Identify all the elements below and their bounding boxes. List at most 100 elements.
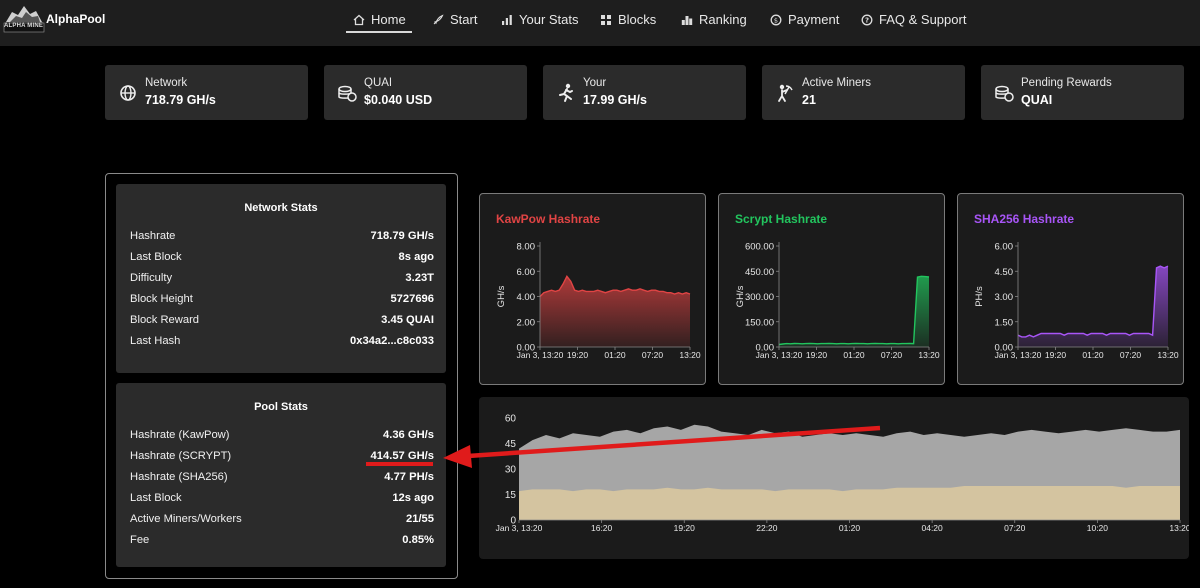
stat-row: Last Block 8s ago [130,251,434,263]
card-label: Active Miners [802,77,872,89]
stat-row: Active Miners/Workers 21/55 [130,513,434,525]
x-tick-label: 01:20 [839,523,861,533]
quai-price-card: QUAI $0.040 USD [324,65,527,120]
active-tab-indicator [346,31,412,33]
stat-row: Last Block 12s ago [130,492,434,504]
card-label: Pending Rewards [1021,77,1112,89]
x-tick-label: 07:20 [642,350,664,360]
x-tick-label: 22:20 [756,523,778,533]
x-tick-label: 04:20 [921,523,943,533]
series-line [539,274,691,297]
y-tick-label: 3.00 [995,292,1014,303]
coins-icon [338,85,357,102]
network-stats-title: Network Stats [244,202,318,214]
x-tick-label: Jan 3, 13:20 [517,350,564,360]
pending-rewards-card: Pending Rewards QUAI [981,65,1184,120]
y-tick-label: 15 [505,490,517,501]
stat-row: Block Height 5727696 [130,293,434,305]
scrypt-chart[interactable]: 0.00 150.00 300.00 450.00 600.00 GH/s Jan 3, 1… [719,194,946,386]
card-value: 718.79 GH/s [145,93,216,107]
x-tick-label: 19:20 [567,350,589,360]
y-tick-label: 6.00 [995,242,1014,253]
network-card: Network 718.79 GH/s [105,65,308,120]
blocks-icon [601,14,611,25]
stat-row: Difficulty 3.23T [130,272,434,284]
active-miners-card: Active Miners 21 [762,65,965,120]
nav-your-stats[interactable]: Your Stats [501,12,579,27]
x-tick-label: 13:20 [1157,350,1179,360]
sha256-chart-title: SHA256 Hashrate [974,212,1075,226]
x-tick-label: 13:20 [918,350,940,360]
nav-payment[interactable]: $ Payment [770,12,839,27]
nav-blocks[interactable]: Blocks [600,12,656,27]
your-hashrate-card: Your 17.99 GH/s [543,65,746,120]
stat-row: Block Reward 3.45 QUAI [130,314,434,326]
x-tick-label: 13:20 [1169,523,1189,533]
stat-row: Hashrate (KawPow) 4.36 GH/s [130,429,434,441]
y-tick-label: 2.00 [517,317,536,328]
x-tick-label: 19:20 [1045,350,1067,360]
home-icon [353,14,365,25]
stat-row: Fee 0.85% [130,534,434,546]
kawpow-chart-panel: KawPow Hashrate 0.00 2.00 4.00 6.00 8.00 GH/s… [479,193,706,385]
top-navbar: ALPHA MINE AlphaPool Home Start Your Sta… [0,0,1200,46]
series-area [1018,266,1168,347]
kawpow-chart[interactable]: 0.00 2.00 4.00 6.00 8.00 GH/s Jan 3, 13:20 19:2… [480,194,707,386]
stat-row: Hashrate 718.79 GH/s [130,230,434,242]
series-area [779,276,929,347]
sha256-chart-panel: SHA256 Hashrate 0.00 1.50 3.00 4.50 6.00 PH/s… [957,193,1184,385]
sha256-chart[interactable]: 0.00 1.50 3.00 4.50 6.00 PH/s Jan 3, 13:20 19:2… [958,194,1185,386]
y-tick-label: 0.00 [517,343,536,354]
x-tick-label: 07:20 [1004,523,1026,533]
alphamine-logo[interactable] [2,2,46,34]
x-tick-label: 01:20 [604,350,626,360]
stats-panel [105,173,458,579]
coin-icon: $ [770,14,782,25]
card-value: QUAI [1021,93,1053,107]
stat-row-scrypt: Hashrate (SCRYPT) 414.57 GH/s [130,450,434,462]
pool-hashrate-chart-panel: 0 15 30 45 60 Jan 3, 13:20 16:20 19:20 22:20 01:2… [479,397,1189,559]
network-stats-box: Network Stats Hashrate 718.79 GH/s Last B… [116,184,446,373]
y-tick-label: 45 [505,439,517,450]
nav-ranking[interactable]: Ranking [681,12,747,27]
coins-stack-icon [995,85,1014,102]
x-tick-label: 07:20 [881,350,903,360]
y-tick-label: 300.00 [745,292,774,303]
card-label: Your [583,77,607,89]
nav-faq-support[interactable]: ? FAQ & Support [861,12,966,27]
y-tick-label: 1.50 [995,317,1014,328]
card-value: 17.99 GH/s [583,93,647,107]
y-tick-label: 30 [505,465,517,476]
y-tick-label: 600.00 [745,242,774,253]
card-label: Network [145,77,188,89]
x-tick-label: 19:20 [674,523,696,533]
nav-start[interactable]: Start [432,12,477,27]
svg-text:?: ? [865,16,869,24]
y-tick-label: 8.00 [517,242,536,253]
y-axis-label: GH/s [735,285,746,307]
y-tick-label: 0.00 [995,343,1014,354]
base-area [519,486,1180,520]
series-line [778,275,930,346]
y-tick-label: 0.00 [756,343,775,354]
y-tick-label: 0 [510,516,516,527]
y-tick-label: 60 [505,414,517,425]
bar-chart-icon [502,14,512,25]
pool-hashrate-chart[interactable]: 0 15 30 45 60 Jan 3, 13:20 16:20 19:20 22:20 01:2… [479,397,1189,559]
x-tick-label: Jan 3, 13:20 [496,523,543,533]
card-label: QUAI [364,77,393,89]
svg-text:$: $ [774,16,778,24]
y-tick-label: 6.00 [517,267,536,278]
question-icon: ? [861,14,873,25]
brand-name[interactable]: AlphaPool [46,12,106,26]
runner-icon [559,83,573,102]
x-tick-label: 01:20 [1082,350,1104,360]
kawpow-chart-title: KawPow Hashrate [496,212,601,226]
card-value: 21 [802,93,816,107]
nav-home[interactable]: Home [353,12,406,27]
series-line [1017,265,1169,338]
y-tick-label: 4.00 [517,292,536,303]
series-area [540,276,690,347]
y-axis-label: PH/s [974,286,985,307]
miner-icon [778,84,793,102]
